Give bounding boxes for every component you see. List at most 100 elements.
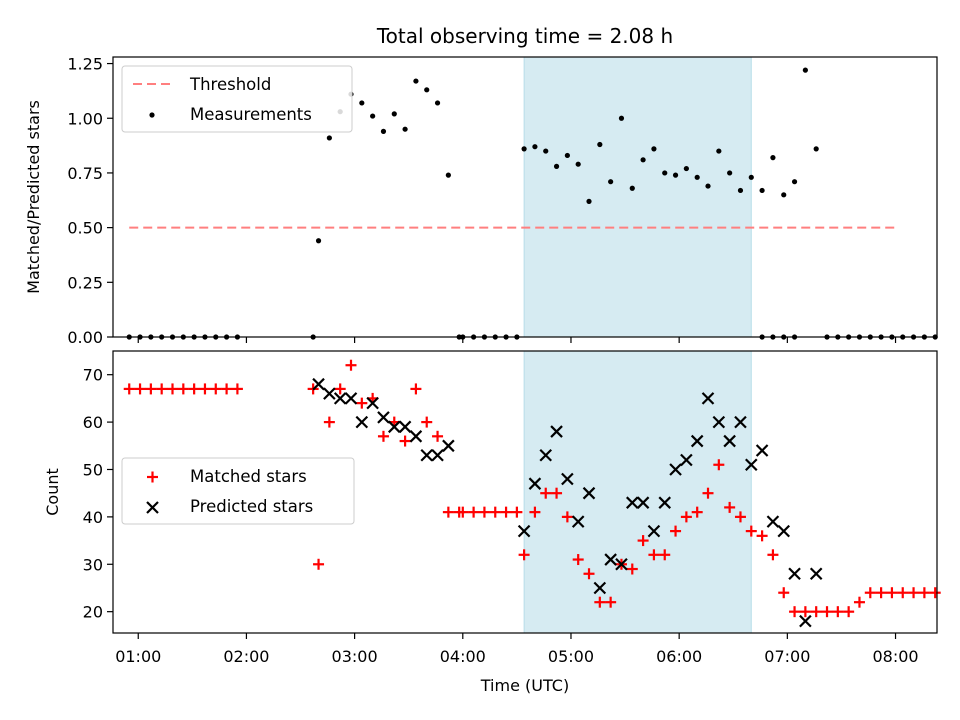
- predicted-star-marker: [723, 434, 736, 448]
- legend-matched-label: Matched stars: [190, 467, 307, 486]
- top-y-tick-label: 1.25: [67, 55, 103, 74]
- matched-star-marker: [399, 435, 411, 447]
- matched-star-marker: [410, 383, 422, 395]
- legend-measurements-label: Measurements: [190, 105, 312, 124]
- top-panel: 0.00 0.25 0.50 0.75 1.00 1.25 Matched/Predict…: [24, 55, 938, 347]
- matched-star-marker: [199, 383, 211, 395]
- measurement-point: [748, 174, 754, 180]
- measurement-point: [434, 100, 441, 106]
- matched-star-marker: [594, 596, 606, 608]
- predicted-star-marker: [420, 448, 434, 462]
- matched-star-marker: [540, 487, 552, 499]
- matched-star-marker: [123, 383, 135, 395]
- measurement-point: [629, 185, 635, 191]
- matched-star-marker: [457, 506, 469, 518]
- bottom-legend-frame: [121, 457, 355, 525]
- matched-star-marker: [511, 506, 523, 518]
- matched-star-marker: [680, 511, 692, 523]
- measurement-point: [662, 170, 668, 176]
- bottom-y-tick-label: 30: [83, 555, 103, 574]
- chart-title: Total observing time = 2.08 h: [376, 24, 673, 48]
- bottom-y-ticks: 20 30 40 50 60 70: [83, 366, 113, 622]
- bottom-y-axis-label: Count: [43, 468, 62, 516]
- measurement-point: [597, 141, 603, 148]
- bottom-x-tick-label: 06:00: [656, 647, 702, 666]
- matched-star-marker: [231, 383, 243, 395]
- predicted-star-marker: [799, 614, 812, 628]
- top-y-tick-label: 1.00: [67, 109, 103, 128]
- matched-star-marker: [659, 549, 671, 561]
- predicted-star-marker: [701, 392, 715, 405]
- bottom-x-tick-label: 03:00: [332, 647, 378, 666]
- legend-matched-swatch: [147, 471, 158, 483]
- bottom-y-tick-label: 50: [83, 460, 103, 479]
- predicted-star-marker: [539, 448, 553, 462]
- matched-star-marker: [832, 606, 844, 618]
- predicted-star-marker: [312, 377, 325, 391]
- measurement-point: [586, 198, 592, 204]
- measurement-point: [553, 163, 560, 169]
- measurement-point: [575, 161, 581, 167]
- matched-star-marker: [713, 459, 725, 471]
- matched-star-marker: [702, 487, 714, 499]
- matched-star-marker: [145, 383, 157, 395]
- measurement-point: [608, 179, 614, 185]
- top-legend: Threshold Measurements: [121, 65, 353, 133]
- measurement-point: [672, 172, 679, 178]
- matched-star-marker: [918, 587, 930, 599]
- bottom-panel: 20 30 40 50 60 70 01:00 02:00 03:00 04:00 05:00 06…: [43, 350, 941, 695]
- measurement-point: [737, 187, 744, 194]
- matched-star-marker: [626, 563, 638, 575]
- predicted-star-marker: [409, 430, 423, 443]
- matched-star-marker: [670, 525, 682, 537]
- matched-star-marker: [551, 487, 563, 499]
- predicted-star-marker: [647, 524, 661, 538]
- measurement-point: [445, 172, 451, 178]
- matched-star-marker: [334, 383, 346, 395]
- measurement-point: [618, 115, 625, 121]
- predicted-star-marker: [777, 524, 791, 538]
- measurement-point: [694, 174, 700, 180]
- measurement-point: [651, 146, 657, 152]
- predicted-star-marker: [755, 444, 769, 457]
- measurement-point: [640, 157, 646, 163]
- predicted-star-marker: [388, 420, 401, 434]
- matched-star-marker: [810, 606, 822, 618]
- measurement-point: [532, 144, 538, 150]
- predicted-star-marker: [604, 553, 617, 566]
- predicted-star-marker: [669, 463, 682, 476]
- bottom-x-ticks: 01:00 02:00 03:00 04:00 05:00 06:00 07:00 08:00: [115, 633, 919, 666]
- predicted-star-marker: [323, 387, 336, 400]
- predicted-star-marker: [528, 477, 542, 490]
- predicted-star-marker: [377, 411, 390, 424]
- matched-star-marker: [572, 554, 584, 566]
- measurement-point: [370, 113, 376, 119]
- predicted-star-marker: [366, 396, 379, 410]
- bottom-legend: Matched stars Predicted stars: [121, 457, 355, 525]
- predicted-star-marker: [431, 448, 444, 462]
- bottom-axes-frame: [112, 350, 938, 634]
- matched-star-marker: [724, 501, 736, 513]
- measurement-point: [359, 100, 365, 106]
- matched-star-marker: [648, 549, 660, 561]
- top-legend-frame: [121, 65, 353, 133]
- predicted-star-marker: [809, 567, 823, 581]
- top-y-axis-label: Matched/Predicted stars: [24, 100, 43, 294]
- bottom-x-tick-label: 05:00: [548, 647, 594, 666]
- matched-star-marker: [156, 383, 168, 395]
- measurement-point: [326, 135, 332, 141]
- matched-star-marker: [897, 587, 909, 599]
- matched-stars-points: [123, 359, 941, 618]
- bottom-x-tick-label: 04:00: [440, 647, 486, 666]
- matched-star-marker: [561, 511, 573, 523]
- matched-star-marker: [134, 383, 146, 395]
- matched-star-marker: [734, 511, 746, 523]
- measurement-point: [521, 146, 527, 152]
- predicted-star-marker: [690, 434, 704, 448]
- bottom-x-tick-label: 01:00: [115, 647, 161, 666]
- predicted-star-marker: [680, 453, 693, 467]
- matched-star-marker: [377, 430, 389, 442]
- matched-star-marker: [177, 383, 189, 395]
- measurement-point: [683, 165, 689, 172]
- matched-star-marker: [500, 506, 512, 518]
